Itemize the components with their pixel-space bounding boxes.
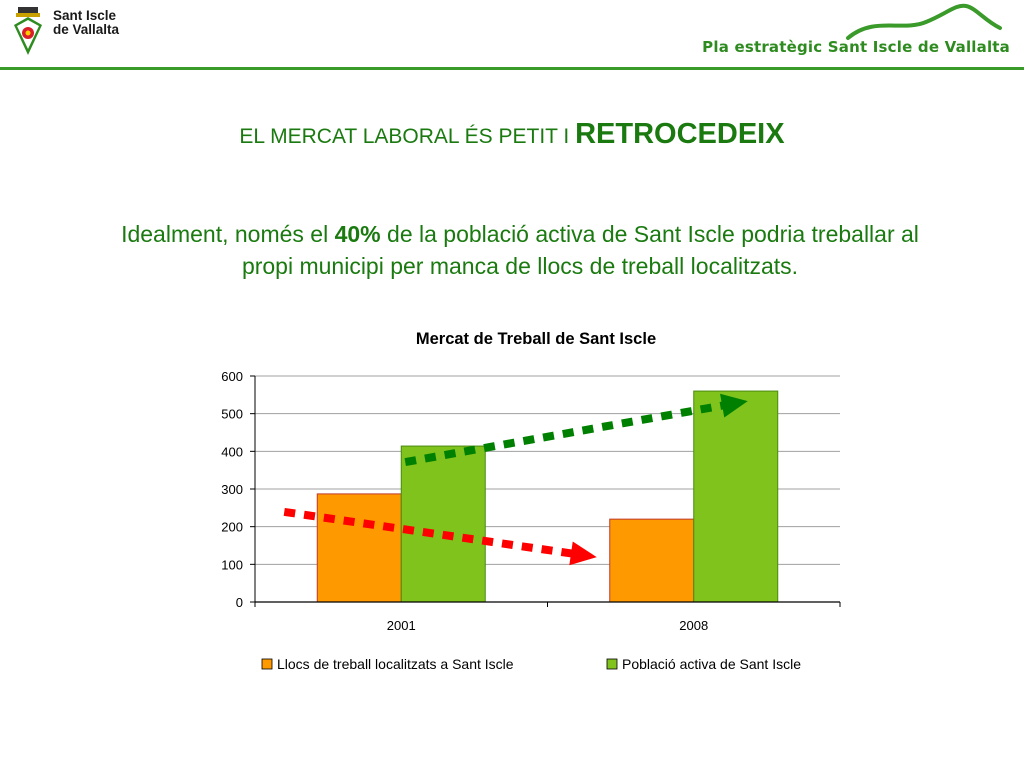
plan-title: Pla estratègic Sant Iscle de Vallalta — [702, 38, 1010, 56]
bar — [316, 493, 402, 603]
y-tick-label: 0 — [236, 595, 243, 610]
y-tick-label: 400 — [221, 444, 243, 459]
trend-arrowhead-up — [720, 393, 748, 418]
bar — [609, 518, 695, 603]
plan-brand: Pla estratègic Sant Iscle de Vallalta — [694, 0, 1024, 66]
title-prefix: EL MERCAT LABORAL ÉS PETIT I — [239, 125, 576, 148]
title-emphasis: RETROCEDEIX — [575, 118, 785, 150]
municipality-name: Sant Iscle de Vallalta — [53, 8, 120, 37]
header: Sant Iscle de Vallalta Pla estratègic Sa… — [0, 0, 1024, 72]
coat-of-arms-icon — [14, 7, 42, 55]
chart-title: Mercat de Treball de Sant Iscle — [416, 330, 656, 348]
y-tick-label: 300 — [221, 482, 243, 497]
slide-subtitle: Idealment, només el 40% de la població a… — [100, 218, 940, 282]
x-axis: 2001 2008 — [254, 601, 841, 633]
y-axis: 0 100 200 300 400 500 600 — [221, 369, 256, 610]
y-tick-label: 600 — [221, 369, 243, 384]
legend-label: Població activa de Sant Iscle — [622, 656, 801, 672]
legend-label: Llocs de treball localitzats a Sant Iscl… — [277, 656, 514, 672]
subtitle-part1: Idealment, només el — [121, 221, 335, 247]
legend-swatch — [606, 658, 618, 670]
header-divider — [0, 67, 1024, 70]
municipality-logo[interactable]: Sant Iscle de Vallalta — [10, 5, 160, 60]
y-tick-label: 500 — [221, 407, 243, 422]
trend-arrow-down — [283, 507, 580, 559]
y-tick-label: 200 — [221, 520, 243, 535]
legend-swatch — [261, 658, 273, 670]
slide-title: EL MERCAT LABORAL ÉS PETIT I RETROCEDEIX — [0, 118, 1024, 151]
x-tick-label: 2008 — [679, 618, 708, 633]
bar — [400, 445, 486, 603]
chart-bars — [316, 390, 779, 603]
x-tick-label: 2001 — [387, 618, 416, 633]
labour-market-chart: Mercat de Treball de Sant Iscle 0 100 200 3… — [221, 330, 841, 672]
hills-icon — [846, 3, 1002, 40]
chart-legend: Llocs de treball localitzats a Sant Iscl… — [261, 656, 801, 672]
trend-arrow-up — [404, 400, 731, 466]
subtitle-part2: de la població activa de Sant Iscle podr… — [241, 221, 919, 279]
trend-arrows — [283, 393, 748, 566]
subtitle-highlight: 40% — [334, 221, 381, 247]
trend-arrowhead-down — [569, 541, 597, 566]
y-tick-label: 100 — [221, 557, 243, 572]
bar — [693, 390, 779, 603]
